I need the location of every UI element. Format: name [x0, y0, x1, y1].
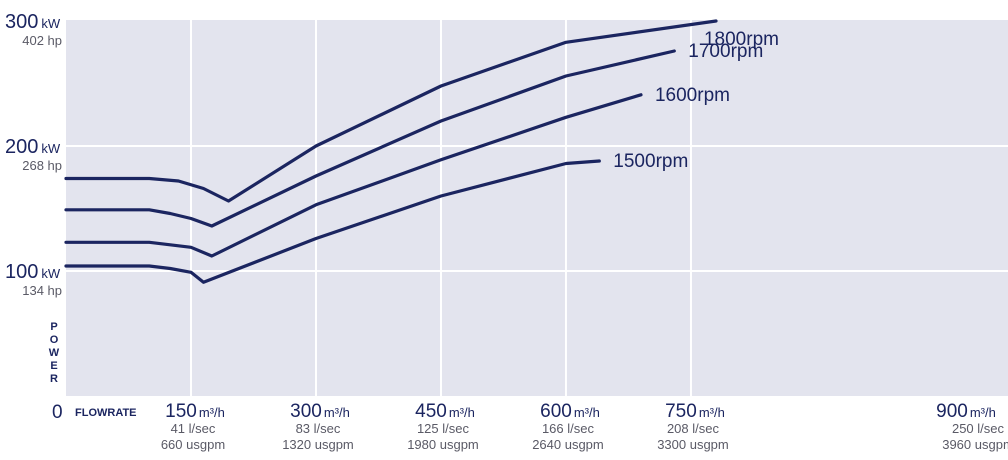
x-tick-usgpm-label: 3300 usgpm — [657, 437, 729, 452]
x-tick-usgpm-label: 660 usgpm — [161, 437, 225, 452]
series-1800rpm: 1800rpm — [64, 19, 779, 203]
series-1600rpm: 1600rpm — [64, 85, 730, 258]
origin-zero-label: 0 — [52, 402, 63, 423]
y-tick-kw-label: 300 kW — [5, 11, 61, 33]
x-axis-label: FLOWRATE — [75, 407, 137, 419]
series-label-1700rpm: 1700rpm — [688, 41, 763, 62]
x-tick-usgpm-label: 1980 usgpm — [407, 437, 479, 452]
series-1500rpm: 1500rpm — [64, 151, 688, 284]
series-label-1500rpm: 1500rpm — [613, 151, 688, 172]
y-tick-kw-label: 200 kW — [5, 136, 61, 158]
series-line-1500rpm — [64, 159, 601, 284]
x-tick-flow-label: 300 m³/h — [290, 401, 350, 422]
series-1700rpm: 1700rpm — [64, 41, 763, 228]
series-line-1800rpm — [64, 19, 718, 203]
x-tick-lsec-label: 125 l/sec — [417, 421, 470, 436]
grid — [66, 20, 1008, 396]
x-tick-usgpm-label: 3960 usgpm — [942, 437, 1008, 452]
x-tick-flow-label: 600 m³/h — [540, 401, 600, 422]
x-tick-lsec-label: 208 l/sec — [667, 421, 720, 436]
y-tick-hp-label: 402 hp — [22, 33, 62, 48]
x-tick-lsec-label: 41 l/sec — [171, 421, 216, 436]
series-line-1600rpm — [64, 93, 643, 258]
x-tick-usgpm-label: 2640 usgpm — [532, 437, 604, 452]
plot-area — [66, 20, 1008, 396]
y-tick-hp-label: 134 hp — [22, 283, 62, 298]
x-tick-flow-label: 900 m³/h — [936, 401, 996, 422]
x-tick-lsec-label: 250 l/sec — [952, 421, 1005, 436]
x-tick-flow-label: 750 m³/h — [665, 401, 725, 422]
x-tick-flow-label: 150 m³/h — [165, 401, 225, 422]
series-label-1800rpm: 1800rpm — [704, 29, 779, 50]
x-tick-lsec-label: 166 l/sec — [542, 421, 595, 436]
y-tick-hp-label: 268 hp — [22, 158, 62, 173]
y-tick-kw-label: 100 kW — [5, 261, 61, 283]
series-line-1700rpm — [64, 49, 676, 228]
x-tick-flow-label: 450 m³/h — [415, 401, 475, 422]
series-label-1600rpm: 1600rpm — [655, 85, 730, 106]
x-tick-usgpm-label: 1320 usgpm — [282, 437, 354, 452]
x-tick-lsec-label: 83 l/sec — [296, 421, 341, 436]
